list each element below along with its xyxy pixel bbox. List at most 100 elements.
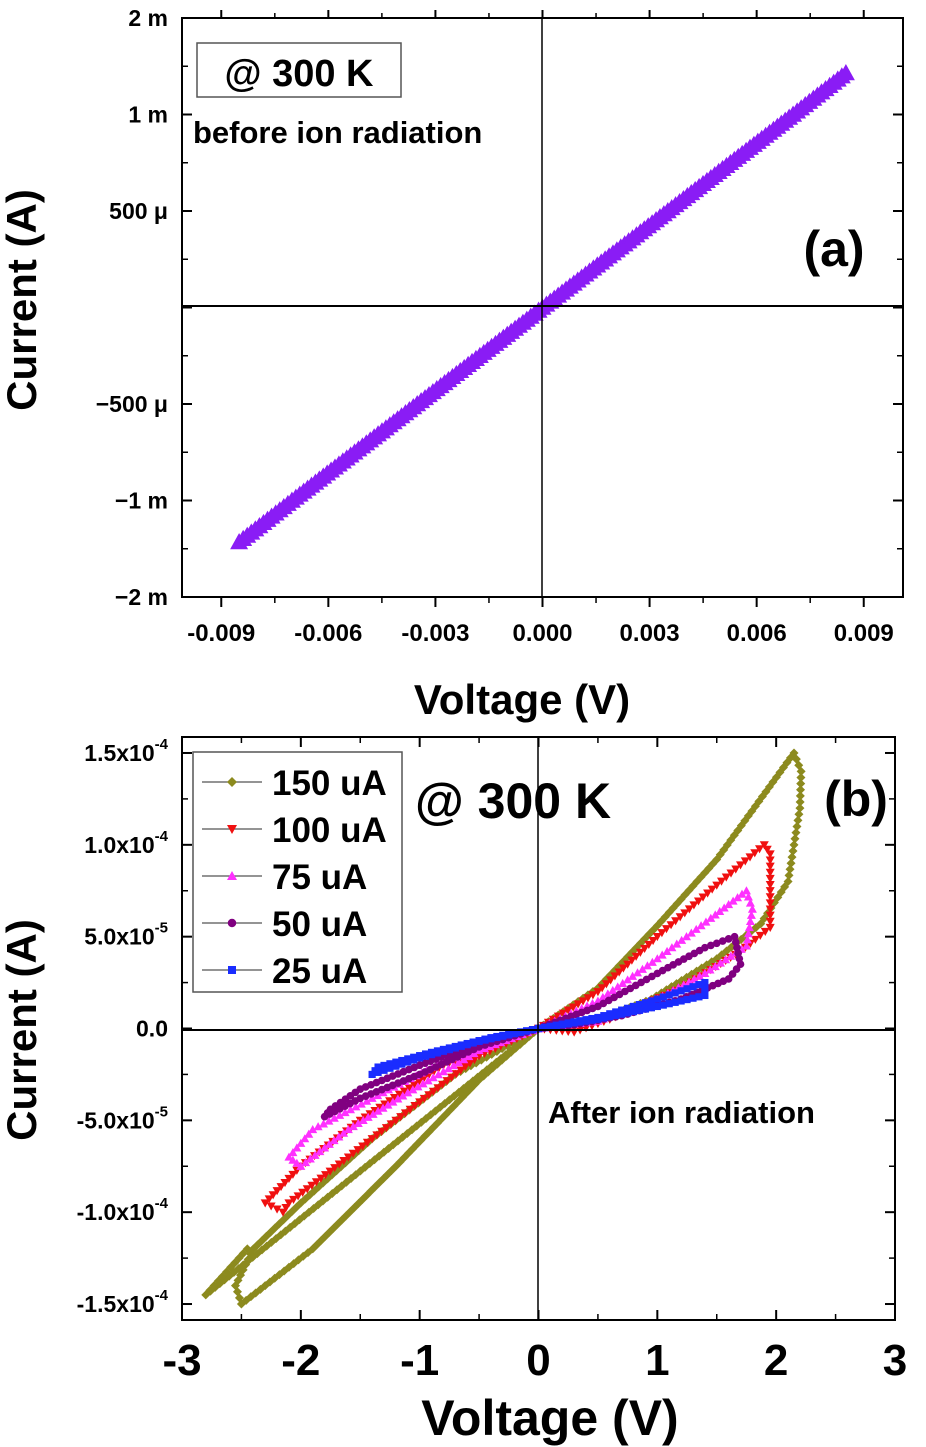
data-point xyxy=(390,1094,400,1103)
data-point xyxy=(707,885,717,894)
legend: 150 uA 100 uA 75 uA 50 uA 25 uA xyxy=(202,764,387,991)
data-point xyxy=(671,998,679,1006)
data-point xyxy=(422,1050,430,1058)
data-point xyxy=(470,1055,480,1065)
legend-label: 50 uA xyxy=(272,905,367,944)
data-point xyxy=(745,853,755,862)
data-point xyxy=(610,972,620,981)
data-point xyxy=(684,905,694,914)
data-point xyxy=(386,1120,396,1129)
data-point xyxy=(588,991,598,1000)
y-tick-label-exponent: -4 xyxy=(155,1195,169,1212)
panel-a: −2 m −1 m −500 μ 500 μ 1 m 2 m -0.009 -0.006 -0.… xyxy=(0,5,904,723)
data-point xyxy=(451,1070,461,1079)
data-point xyxy=(691,924,701,933)
data-point xyxy=(794,809,804,819)
data-point xyxy=(334,1160,344,1169)
data-point xyxy=(510,1042,520,1052)
data-point xyxy=(292,1143,302,1152)
y-tick-label-base: 1.5x10 xyxy=(84,740,154,766)
data-point xyxy=(487,1034,495,1042)
data-point xyxy=(438,1067,448,1076)
legend-entry: 50 uA xyxy=(202,905,367,944)
data-point xyxy=(289,1195,299,1204)
data-point xyxy=(296,1138,306,1147)
data-point xyxy=(356,1099,366,1108)
data-point xyxy=(755,931,765,940)
data-point xyxy=(383,1100,393,1109)
data-point xyxy=(413,1082,423,1091)
data-point xyxy=(696,921,706,930)
data-point xyxy=(552,1022,560,1030)
data-point xyxy=(598,992,608,1002)
data-point xyxy=(606,1013,614,1021)
panel-b: -1.5x10-4-1.0x10-4-5.0x10-50.05.0x10-51.… xyxy=(0,736,907,1446)
y-tick-label-exponent: -5 xyxy=(155,920,168,937)
data-point xyxy=(791,828,801,838)
data-point xyxy=(765,911,775,920)
data-point xyxy=(264,1195,274,1204)
data-point xyxy=(439,1045,448,1054)
data-point xyxy=(726,951,736,960)
data-point xyxy=(623,960,633,969)
data-point xyxy=(292,1158,302,1167)
x-tick-label: 0 xyxy=(526,1336,550,1385)
data-point xyxy=(288,1155,298,1164)
data-point xyxy=(433,1084,443,1093)
data-point xyxy=(647,957,657,966)
data-point xyxy=(339,1157,349,1166)
data-point xyxy=(438,1080,448,1089)
y-tick-label-base: 1.0x10 xyxy=(84,832,154,858)
data-point xyxy=(686,928,696,937)
y-tick-label-exponent: -5 xyxy=(155,1103,168,1120)
data-point xyxy=(588,1016,596,1024)
y-tick-label-base: 5.0x10 xyxy=(84,924,154,950)
data-point xyxy=(493,1032,501,1041)
data-point xyxy=(284,1174,294,1184)
data-point xyxy=(795,803,805,813)
data-point xyxy=(416,1052,424,1060)
data-point xyxy=(330,1164,340,1173)
data-point xyxy=(784,870,794,880)
data-point xyxy=(672,939,682,948)
data-point xyxy=(633,968,643,977)
data-point xyxy=(721,873,731,882)
data-point xyxy=(653,1002,661,1011)
data-point xyxy=(765,887,775,896)
x-tick-label: -1 xyxy=(400,1336,439,1385)
data-point xyxy=(481,1035,489,1043)
data-point xyxy=(409,1081,419,1090)
data-point xyxy=(404,1055,412,1063)
data-point xyxy=(682,932,692,941)
data-point xyxy=(601,980,611,989)
legend-entry: 100 uA xyxy=(202,811,387,850)
data-point xyxy=(315,1147,325,1156)
data-point xyxy=(304,1129,314,1138)
data-point xyxy=(750,849,760,858)
data-point xyxy=(789,840,799,850)
data-point xyxy=(652,954,662,963)
data-point xyxy=(698,893,708,902)
data-point xyxy=(460,1063,470,1072)
data-point xyxy=(760,927,770,936)
data-point xyxy=(701,985,709,993)
data-point xyxy=(745,916,755,925)
data-point xyxy=(715,958,725,967)
data-point xyxy=(618,964,628,973)
data-point xyxy=(706,941,715,950)
data-point xyxy=(710,910,720,919)
data-point xyxy=(712,939,721,948)
data-point xyxy=(293,1192,303,1201)
x-tick-label: -3 xyxy=(162,1336,201,1385)
data-point xyxy=(386,1060,394,1068)
legend-label: 75 uA xyxy=(272,858,367,897)
data-point xyxy=(719,903,729,912)
data-point xyxy=(629,1008,638,1016)
data-point xyxy=(689,901,699,910)
data-point xyxy=(335,1110,345,1119)
data-point xyxy=(268,1191,278,1200)
data-point xyxy=(765,923,775,932)
legend-box xyxy=(192,751,403,993)
data-point xyxy=(308,1125,318,1134)
